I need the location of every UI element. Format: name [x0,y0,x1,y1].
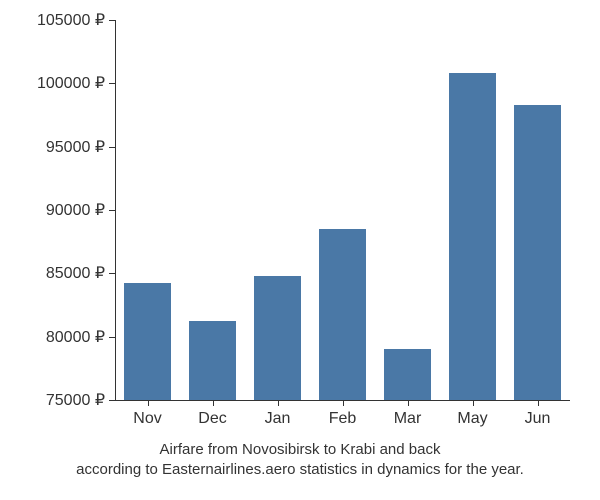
y-tick [109,337,115,338]
x-tick-label: Dec [198,410,226,428]
x-tick-label: Feb [329,410,357,428]
bar [254,276,301,400]
bar [319,229,366,400]
y-tick-label: 85000 ₽ [46,263,105,283]
chart-caption: Airfare from Novosibirsk to Krabi and ba… [0,440,600,481]
x-tick-label: Jan [265,410,291,428]
x-tick [278,400,279,406]
x-tick-label: Mar [394,410,422,428]
x-tick-label: Jun [525,410,551,428]
bar [384,349,431,400]
x-tick [148,400,149,406]
y-tick [109,20,115,21]
x-tick [538,400,539,406]
airfare-bar-chart: Airfare from Novosibirsk to Krabi and ba… [0,0,600,500]
bar [189,321,236,400]
y-tick-label: 105000 ₽ [37,10,105,30]
y-tick [109,147,115,148]
y-tick [109,210,115,211]
bar [514,105,561,400]
y-tick-label: 75000 ₽ [46,390,105,410]
x-tick-label: May [457,410,487,428]
y-tick-label: 90000 ₽ [46,200,105,220]
y-tick [109,400,115,401]
x-tick [213,400,214,406]
y-tick [109,83,115,84]
bar [124,283,171,400]
y-tick-label: 100000 ₽ [37,73,105,93]
x-tick [343,400,344,406]
x-tick-label: Nov [133,410,161,428]
bar [449,73,496,400]
y-axis [115,20,116,400]
y-tick-label: 95000 ₽ [46,137,105,157]
y-tick-label: 80000 ₽ [46,327,105,347]
x-tick [473,400,474,406]
x-tick [408,400,409,406]
y-tick [109,273,115,274]
